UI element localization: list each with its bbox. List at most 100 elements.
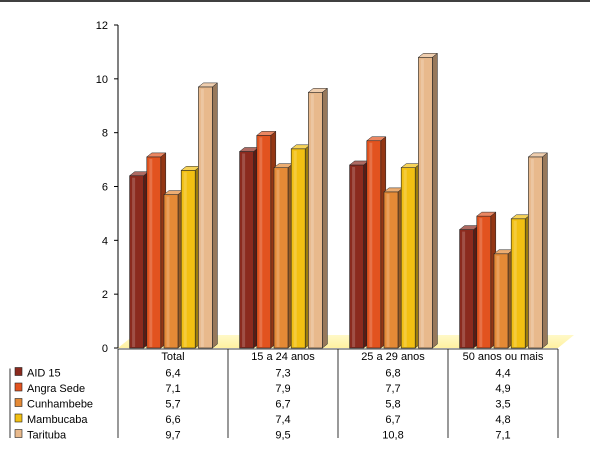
bar-highlight [293,150,297,347]
bar [146,152,167,349]
data-value-label: 10,8 [382,430,403,442]
legend-swatch [14,367,23,376]
legend-swatch [14,413,23,423]
bar-front [163,194,179,349]
data-value-label: 7,1 [165,383,180,395]
y-tick-label: 8 [102,128,108,140]
bar-highlight [276,169,280,347]
bar-top [256,131,277,136]
data-value-label: 4,9 [495,383,510,395]
data-value-label: 4,8 [495,414,510,426]
bar-highlight [403,169,407,347]
bar-front [239,151,254,349]
data-value-label: 9,7 [165,430,180,442]
bar-highlight [530,158,534,347]
table-column-header: Total [161,351,184,363]
bar-side [212,82,218,349]
bar-top [476,211,497,217]
data-value-label: 5,8 [385,399,400,411]
y-tick-label: 2 [102,289,108,301]
bar-highlight [496,255,500,347]
y-tick-label: 6 [102,182,108,194]
bar-top [307,88,329,93]
bar-highlight [259,137,263,347]
bar-highlight [513,220,517,347]
bar [273,163,294,349]
y-tick-label: 10 [96,74,108,86]
data-value-label: 6,8 [385,368,400,380]
bar-front [308,91,323,349]
bar-highlight [200,88,204,348]
bar [417,52,439,349]
bar [197,82,219,349]
bar [238,146,260,349]
data-value-label: 7,4 [275,414,290,426]
y-tick-label: 0 [102,343,108,355]
bar-top [527,152,549,158]
table-column-header: 50 anos ou mais [463,351,544,363]
bar-front [493,253,509,349]
data-value-label: 4,4 [495,368,510,380]
data-value-label: 7,7 [385,383,400,395]
bar-highlight [386,193,390,347]
bar-highlight [132,177,136,347]
bar-front [366,140,382,349]
bar-side [322,87,328,349]
bar [180,165,201,349]
data-value-label: 7,1 [495,430,510,442]
data-value-label: 6,4 [165,368,180,380]
table-column-header: 25 a 29 anos [361,351,425,363]
bar [510,214,531,349]
data-value-label: 7,3 [275,368,290,380]
bar-front [383,191,399,349]
data-value-label: 5,7 [165,399,180,411]
bar-highlight [183,172,187,347]
legend-label: Angra Sede [27,383,85,395]
bar-front [180,170,196,349]
data-value-label: 9,5 [275,430,290,442]
bar-highlight [420,59,424,348]
bar-side [432,52,438,349]
bar [366,136,387,349]
bar-front [510,218,526,349]
bar-front [256,135,272,349]
bar [383,187,404,349]
bar [128,171,150,349]
bar-highlight [149,158,153,347]
bar-top [197,82,219,88]
bar [163,190,184,349]
bar-front [400,167,416,349]
bar-front [349,164,364,349]
legend-label: Mambucaba [27,414,88,426]
bar-highlight [369,142,373,347]
bar-top [146,152,167,158]
y-tick-label: 12 [96,20,108,32]
legend-swatch [14,429,23,438]
bar-highlight [166,196,170,347]
bar-highlight [310,94,314,348]
y-tick-label: 4 [102,235,108,247]
data-value-label: 3,5 [495,399,510,411]
bar-front [273,167,289,349]
bar-front [198,86,213,349]
bar [493,249,514,349]
bar-front [129,175,144,349]
bar-highlight [462,231,466,347]
bar-front [459,229,474,349]
bar [458,225,480,349]
data-value-label: 6,7 [275,399,290,411]
bar-highlight [352,166,356,347]
data-value-label: 7,9 [275,383,290,395]
bar-front [476,215,492,349]
legend-swatch [14,382,23,392]
bar-top [366,136,387,141]
bar [476,211,497,349]
bar-front [290,148,306,349]
bar-highlight [242,153,246,347]
legend-label: Cunhambebe [27,399,93,411]
legend-label: AID 15 [27,368,61,380]
bar-highlight [479,218,483,347]
bar [400,163,421,349]
bar-front [528,156,543,349]
